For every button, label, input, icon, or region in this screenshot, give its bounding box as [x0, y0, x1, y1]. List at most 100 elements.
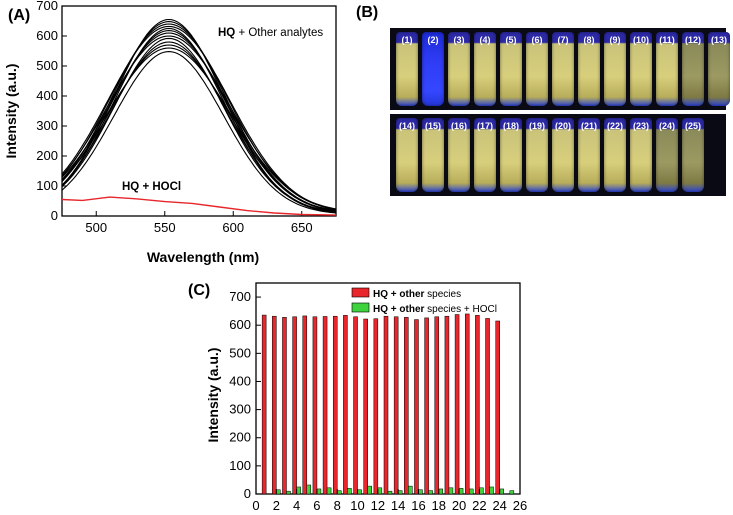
- panel-c-xtick-label: 26: [513, 498, 527, 513]
- panel-c-ytick-label: 700: [229, 289, 251, 304]
- vial: (6): [526, 32, 548, 106]
- panel-a-label: (A): [8, 7, 30, 24]
- panel-c-xtick-label: 20: [452, 498, 466, 513]
- bar-other-species: [353, 316, 358, 495]
- panel-a-ytick-label: 100: [36, 178, 58, 193]
- bar-other-species-hocl: [296, 486, 301, 495]
- vial-row-1: (1) (2) (3) (4) (5) (6) (7) (8) (9) (10) (11) (12) (…: [396, 32, 730, 106]
- vial: (5): [500, 32, 522, 106]
- panel-c-ytick-label: 400: [229, 373, 251, 388]
- vial: (22): [604, 118, 626, 192]
- bar-other-species-hocl: [276, 489, 281, 495]
- vial-row-2: (14) (15) (16) (17) (18) (19) (20) (21) (22) (23)…: [396, 118, 704, 192]
- vial-label: (5): [505, 35, 517, 45]
- bar-other-species-hocl: [468, 488, 474, 495]
- panel-a-xtick-label: 650: [291, 220, 313, 235]
- vial: (4): [474, 32, 496, 106]
- vial-label: (19): [528, 121, 545, 131]
- panel-c-xtick-label: 0: [252, 498, 259, 513]
- vial-label: (16): [450, 121, 467, 131]
- panel-c-xtick-label: 14: [391, 498, 405, 513]
- panel-c-xtick-label: 16: [411, 498, 425, 513]
- panel-a-annot-bottom: HQ + HOCl: [122, 181, 181, 193]
- bar-other-species-hocl: [336, 490, 342, 495]
- bar-other-species: [282, 317, 287, 495]
- bar-other-species: [475, 315, 480, 495]
- bar-other-species: [464, 313, 470, 495]
- panel-c-xtick-label: 12: [371, 498, 385, 513]
- vial: (18): [500, 118, 522, 192]
- bar-other-species: [444, 315, 450, 495]
- vial: (20): [552, 118, 574, 192]
- spectrum-line-other-analyte: [62, 51, 336, 214]
- vial: (9): [604, 32, 626, 106]
- panel-a-ytick-label: 600: [36, 28, 58, 43]
- legend-swatch-green: [351, 302, 370, 313]
- bar-other-species-hocl: [347, 488, 352, 495]
- vial-label: (18): [502, 121, 519, 131]
- vial-label: (11): [659, 35, 675, 45]
- bar-other-species-hocl: [306, 484, 312, 495]
- vial: (10): [630, 32, 652, 106]
- bar-other-species-hocl: [316, 488, 322, 495]
- vial: (13): [708, 32, 730, 106]
- panel-c-legend: HQ + other species HQ + other species + …: [351, 287, 497, 315]
- bar-other-species-hocl: [367, 485, 372, 495]
- panel-c-xtick-label: 18: [432, 498, 446, 513]
- spectrum-line-other-analyte: [62, 41, 336, 213]
- bar-other-species-hocl: [428, 490, 433, 495]
- vial: (7): [552, 32, 574, 106]
- panel-c-ytick-label: 300: [229, 402, 251, 417]
- bar-other-species: [332, 315, 338, 495]
- legend-swatch-red: [351, 287, 370, 298]
- panel-c-xtick-label: 4: [293, 498, 300, 513]
- panel-a-ytick-label: 400: [36, 88, 58, 103]
- bar-other-species-hocl: [387, 490, 393, 495]
- panel-c-label: (C): [188, 282, 210, 299]
- vial-label: (3): [453, 35, 465, 45]
- bar-other-species: [383, 315, 389, 495]
- bar-other-species-hocl: [286, 490, 291, 495]
- panel-c-xtick-label: 22: [472, 498, 486, 513]
- vial-label: (1): [401, 35, 413, 45]
- vial: (2): [422, 32, 444, 106]
- spectrum-line-other-analyte: [62, 47, 336, 210]
- vial-label: (6): [531, 35, 543, 45]
- vial-label: (22): [606, 121, 623, 131]
- bar-other-species-hocl: [418, 489, 423, 495]
- vial-label: (24): [658, 121, 675, 131]
- bar-other-species: [495, 320, 500, 495]
- panel-a-xtick-label: 500: [85, 220, 107, 235]
- panel-a-chart: (A) 0 100 200 300 400 500 600 700 500 550 600 650 H…: [3, 0, 337, 265]
- bar-other-species: [414, 319, 419, 495]
- bar-other-species: [302, 315, 308, 495]
- vial: (19): [526, 118, 548, 192]
- vial-label: (10): [632, 35, 649, 45]
- bar-other-species: [404, 317, 409, 495]
- bar-other-species-hocl: [377, 487, 383, 495]
- panel-a-ytick-label: 300: [36, 118, 58, 133]
- bar-other-species: [343, 315, 348, 495]
- bar-other-species: [312, 316, 318, 495]
- bar-other-species: [272, 315, 277, 495]
- legend-label-green: HQ + other species + HOCl: [373, 304, 497, 315]
- bar-other-species: [373, 318, 379, 495]
- legend-label-red: HQ + other species: [373, 289, 461, 300]
- vial-label: (4): [479, 35, 491, 45]
- bar-other-species-hocl: [357, 489, 362, 495]
- bar-other-species: [424, 317, 429, 495]
- vial: (17): [474, 118, 496, 192]
- vial: (12): [682, 32, 704, 106]
- bar-other-species-hocl: [509, 490, 515, 495]
- vial: (1): [396, 32, 418, 106]
- bar-other-species: [363, 318, 368, 495]
- vial-label: (15): [424, 121, 441, 131]
- panel-a-xtick-label: 550: [154, 220, 176, 235]
- panel-c-ytick-label: 600: [229, 317, 251, 332]
- vial: (14): [396, 118, 418, 192]
- vial: (15): [422, 118, 444, 192]
- vial: (21): [578, 118, 600, 192]
- bar-other-species-hocl: [326, 487, 332, 495]
- vial-label: (2): [427, 35, 439, 45]
- panel-a-ytick-label: 200: [36, 148, 58, 163]
